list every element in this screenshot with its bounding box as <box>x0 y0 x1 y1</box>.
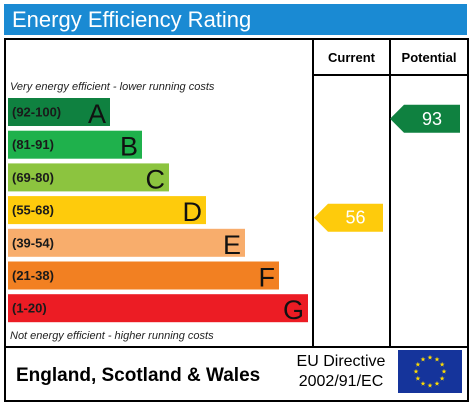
header-divider <box>312 74 467 76</box>
country-label: England, Scotland & Wales <box>16 365 261 386</box>
eu-star-icon <box>420 381 426 386</box>
band-e: (39-54) E <box>8 228 245 260</box>
band-bar-a <box>8 98 110 126</box>
rating-frame: Current Potential Very energy efficient … <box>4 38 469 402</box>
band-letter-a: A <box>88 99 106 129</box>
band-c: (69-80) C <box>8 163 169 194</box>
current-rating-arrow: 56 <box>314 203 383 232</box>
band-b: (81-91) B <box>8 130 142 162</box>
footer-divider <box>6 346 467 348</box>
band-bar-c <box>8 163 169 192</box>
title-bar: Energy Efficiency Rating <box>4 4 467 35</box>
eu-star-icon <box>415 361 421 367</box>
potential-rating-arrow-shape <box>390 104 460 133</box>
eu-directive: EU Directive 2002/91/EC <box>286 352 396 392</box>
eu-star-icon <box>415 375 421 381</box>
eu-star-icon <box>441 368 447 374</box>
band-a: (92-100) A <box>8 98 110 129</box>
band-letter-c: C <box>146 164 166 194</box>
column-divider-potential <box>389 40 391 346</box>
inefficient-note: Not energy efficient - higher running co… <box>10 330 214 342</box>
eu-star-icon <box>434 356 440 362</box>
current-rating-value: 56 <box>345 208 365 228</box>
band-range-e: (39-54) <box>12 235 54 250</box>
eu-directive-line1: EU Directive <box>296 353 386 370</box>
band-d: (55-68) D <box>8 196 206 227</box>
eu-star-icon <box>439 375 445 381</box>
current-rating-arrow-shape <box>314 203 383 232</box>
band-bar-b <box>8 130 142 159</box>
band-letter-f: F <box>259 263 276 293</box>
band-range-c: (69-80) <box>12 170 54 185</box>
band-range-d: (55-68) <box>12 203 54 218</box>
band-bar-f <box>8 261 279 290</box>
band-range-f: (21-38) <box>12 268 54 283</box>
band-bar-d <box>8 196 206 225</box>
column-divider-current <box>312 40 314 346</box>
band-range-a: (92-100) <box>12 105 61 120</box>
band-bar-g <box>8 294 308 323</box>
eu-star-icon <box>427 354 433 360</box>
current-column-header: Current <box>328 50 375 65</box>
band-letter-b: B <box>120 132 138 162</box>
chart-title: Energy Efficiency Rating <box>12 7 252 32</box>
eu-star-icon <box>427 382 433 388</box>
eu-flag-icon <box>398 350 462 393</box>
eu-star-icon <box>439 361 445 367</box>
eu-star-icon <box>413 368 419 374</box>
potential-column-header: Potential <box>401 50 457 65</box>
eu-stars <box>413 354 447 388</box>
band-letter-e: E <box>223 230 241 260</box>
eu-star-icon <box>420 356 426 362</box>
band-letter-d: D <box>183 197 203 227</box>
efficient-note: Very energy efficient - lower running co… <box>10 81 215 93</box>
potential-rating-arrow: 93 <box>390 104 460 133</box>
band-f: (21-38) F <box>8 261 279 293</box>
band-range-b: (81-91) <box>12 137 54 152</box>
band-bar-e <box>8 228 245 257</box>
potential-rating-value: 93 <box>422 109 442 129</box>
band-g: (1-20) G <box>8 294 308 325</box>
eu-directive-line2: 2002/91/EC <box>298 373 384 390</box>
band-letter-g: G <box>283 295 304 325</box>
eu-star-icon <box>434 381 440 386</box>
band-range-g: (1-20) <box>12 301 47 316</box>
